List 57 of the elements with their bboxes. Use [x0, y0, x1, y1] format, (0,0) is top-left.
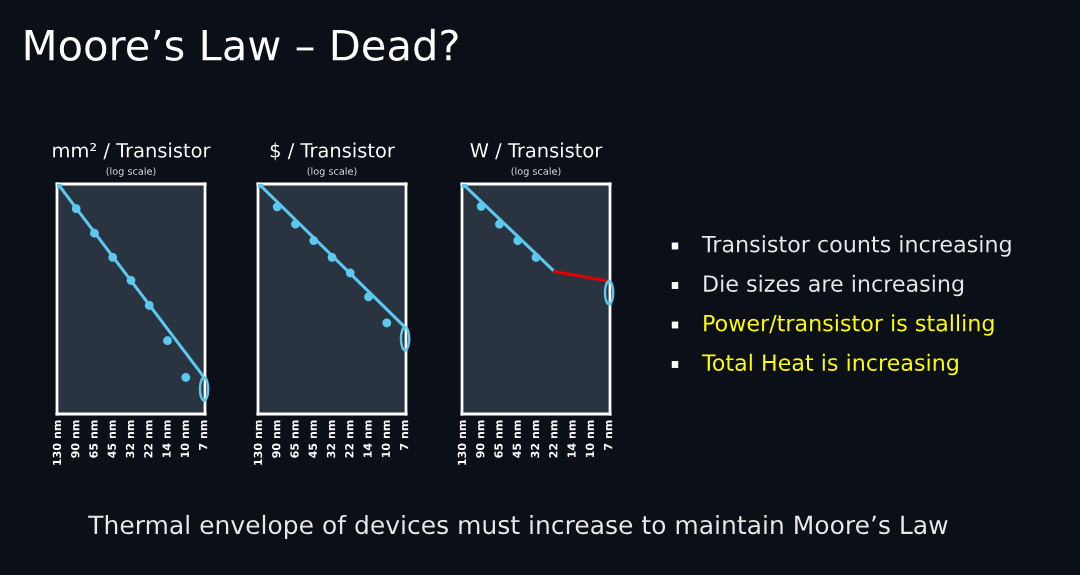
point [144, 301, 154, 310]
chart-subtitle: (log scale) [106, 167, 156, 177]
point [272, 202, 282, 212]
point [163, 336, 172, 346]
chart-subtitle: (log scale) [511, 167, 561, 177]
x-tick-label: 65 nm [290, 420, 299, 458]
x-tick-label: 7 nm [604, 420, 613, 450]
chart-title: mm² / Transistor [53, 142, 211, 160]
text: Power/transistor is stalling [704, 314, 994, 336]
x-tick-label: 45 nm [512, 420, 521, 458]
x-tick-label: 7 nm [199, 420, 208, 450]
x-tick-label: 7 nm [400, 420, 409, 450]
point [90, 228, 99, 238]
point [291, 219, 300, 229]
chart-title: $ / Transistor [270, 142, 395, 161]
x-tick-label: 65 nm [494, 420, 503, 458]
x-tick-label: 130 nm [457, 420, 467, 465]
x-tick-label: 22 nm [144, 420, 153, 458]
point [476, 201, 486, 211]
x-tick-label: 22 nm [549, 420, 558, 458]
x-tick-label: 10 nm [585, 420, 595, 458]
x-tick-label: 90 nm [71, 420, 80, 458]
text: Transistor counts increasing [701, 235, 1011, 257]
x-tick-label: 14 nm [363, 420, 372, 458]
x-tick-label: 45 nm [107, 420, 116, 458]
x-tick-label: 90 nm [476, 420, 485, 458]
x-tick-label: 130 nm [253, 420, 263, 465]
x-tick-label: 10 nm [381, 420, 391, 458]
point [364, 292, 373, 302]
x-tick-label: 32 nm [530, 420, 540, 458]
chart-subtitle: (log scale) [307, 167, 357, 177]
x-tick-label: 32 nm [326, 420, 336, 458]
x-tick-label: 22 nm [345, 420, 354, 458]
point [531, 252, 541, 262]
x-tick-label: 65 nm [89, 420, 98, 458]
point [513, 236, 523, 245]
point [327, 252, 337, 262]
point [495, 219, 504, 229]
x-tick-label: 10 nm [180, 420, 190, 458]
point [345, 268, 355, 278]
text: Total Heat is increasing [701, 353, 958, 376]
text: Die sizes are increasing [704, 274, 964, 297]
x-tick-label: 14 nm [567, 420, 576, 458]
text: Thermal envelope of devices must increase to maintain Moore’s Law [88, 514, 948, 540]
x-tick-label: 90 nm [272, 420, 281, 458]
point [71, 204, 81, 213]
x-tick-label: 14 nm [162, 420, 171, 458]
point [126, 275, 136, 285]
chart-title: W / Transistor [470, 142, 603, 160]
x-tick-label: 32 nm [125, 420, 135, 458]
point [382, 318, 392, 328]
x-tick-label: 45 nm [308, 420, 317, 458]
point [108, 252, 118, 262]
text: Moore’s Law – Dead? [25, 28, 458, 61]
point [181, 373, 191, 382]
x-tick-label: 130 nm [52, 420, 62, 465]
point [309, 236, 319, 245]
